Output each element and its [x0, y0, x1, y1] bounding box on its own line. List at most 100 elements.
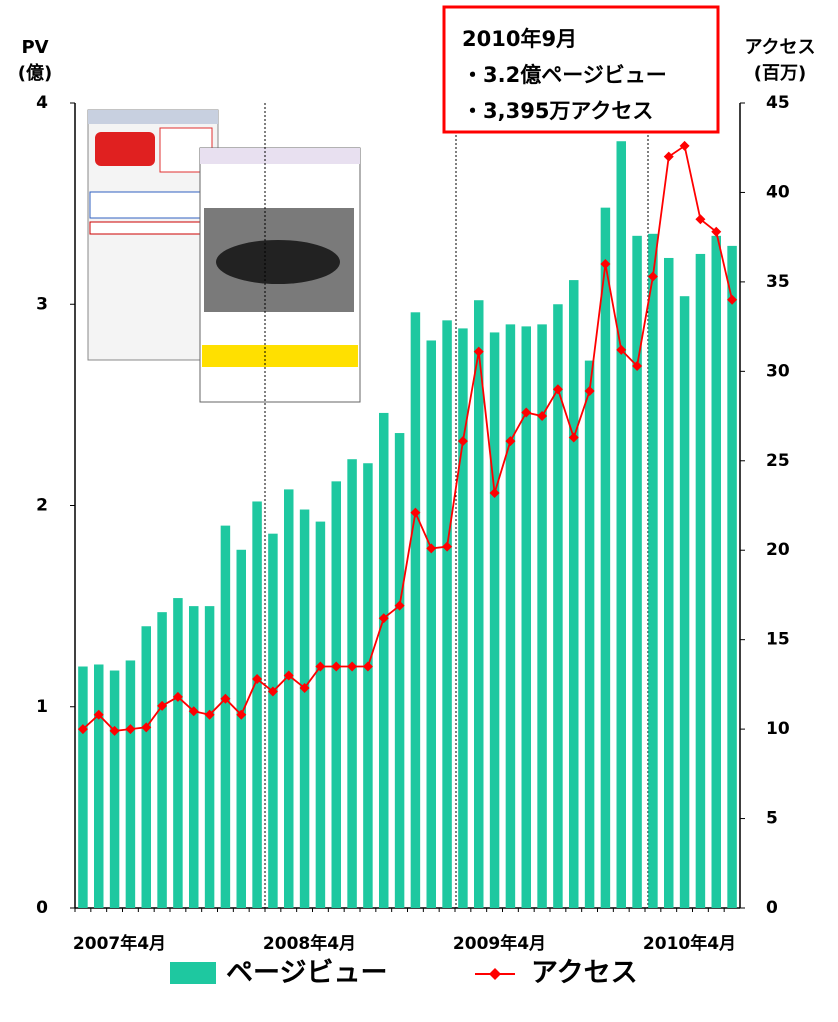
y2-axis-title: アクセス — [744, 37, 815, 58]
marker — [521, 407, 532, 418]
y-tick-label: 0 — [36, 898, 48, 918]
bar — [284, 489, 294, 908]
legend-label: アクセス — [531, 958, 638, 989]
bar — [458, 328, 468, 908]
marker — [188, 706, 199, 717]
y-tick-label: 1 — [36, 697, 48, 717]
bar — [426, 340, 436, 909]
marker — [220, 693, 231, 704]
x-tick-label: 2008年4月 — [263, 933, 356, 954]
marker — [315, 661, 326, 672]
x-tick-label: 2010年4月 — [643, 933, 736, 954]
y2-tick-label: 40 — [766, 182, 790, 202]
y2-tick-label: 20 — [766, 540, 790, 560]
annotation-text: ・3.2億ページビュー — [462, 63, 667, 87]
marker — [93, 709, 104, 720]
bar — [584, 360, 595, 909]
marker — [125, 724, 136, 735]
marker — [77, 724, 88, 735]
y2-tick-label: 5 — [766, 809, 778, 829]
marker — [299, 682, 310, 693]
bar — [711, 235, 721, 908]
marker — [267, 686, 278, 697]
y2-tick-label: 10 — [766, 719, 790, 739]
y-tick-label: 3 — [36, 294, 48, 314]
annotation-box — [442, 5, 720, 134]
bar — [664, 257, 674, 908]
y-tick-label: 4 — [36, 93, 48, 113]
marker — [552, 384, 563, 395]
y2-tick-label: 45 — [766, 93, 790, 113]
bar — [537, 324, 547, 908]
y2-tick-label: 30 — [766, 361, 790, 381]
marker — [331, 661, 342, 672]
bar — [569, 280, 579, 909]
bar — [505, 324, 516, 908]
line — [82, 144, 733, 732]
marker — [109, 725, 120, 736]
bar — [695, 253, 706, 908]
y-axis-title: PV — [21, 37, 48, 58]
marker — [157, 700, 168, 711]
legend-swatch — [170, 962, 216, 984]
annotation-text: ・3,395万アクセス — [462, 99, 653, 123]
y2-tick-label: 35 — [766, 272, 790, 292]
marker — [537, 411, 548, 422]
inset-screenshots — [87, 109, 361, 403]
bar — [189, 606, 199, 908]
bar — [331, 481, 341, 908]
marker — [505, 436, 516, 447]
bar — [648, 233, 658, 908]
bar — [727, 245, 737, 908]
bar — [315, 521, 326, 908]
marker — [584, 386, 595, 397]
marker — [410, 507, 421, 518]
bar — [410, 312, 421, 908]
marker — [695, 214, 706, 225]
bar — [379, 412, 389, 908]
y2-tick-label: 0 — [766, 898, 778, 918]
marker — [616, 344, 627, 355]
annotation-text: 2010年9月 — [462, 27, 577, 51]
legend-label: ページビュー — [226, 958, 387, 989]
marker — [473, 346, 484, 357]
marker — [711, 226, 722, 237]
marker — [283, 670, 294, 681]
marker — [679, 140, 690, 151]
marker — [600, 259, 611, 269]
bar — [94, 664, 104, 908]
bar — [347, 459, 357, 908]
marker — [647, 271, 658, 282]
bar — [141, 626, 151, 908]
marker — [252, 674, 263, 685]
bar — [220, 525, 231, 908]
bar — [553, 304, 563, 908]
bar — [474, 300, 484, 909]
y-tick-label: 2 — [36, 496, 48, 516]
marker — [632, 360, 643, 371]
bar — [632, 235, 642, 908]
marker — [663, 151, 674, 162]
bar — [363, 463, 373, 908]
y-axis-title: (億) — [18, 62, 52, 84]
marker — [378, 613, 389, 624]
bar — [109, 670, 120, 908]
bar — [157, 612, 167, 908]
marker — [727, 294, 738, 305]
marker — [362, 661, 373, 672]
marker — [172, 691, 183, 702]
x-tick-label: 2007年4月 — [73, 933, 166, 954]
bar — [489, 332, 500, 908]
marker — [394, 600, 405, 611]
marker — [204, 709, 215, 720]
bar — [600, 207, 611, 908]
bar — [78, 666, 88, 908]
marker — [568, 432, 579, 443]
x-tick-label: 2009年4月 — [453, 933, 546, 954]
bar — [125, 660, 136, 908]
bar — [204, 606, 215, 908]
bar — [252, 501, 262, 908]
marker — [347, 661, 358, 672]
marker — [457, 436, 468, 447]
